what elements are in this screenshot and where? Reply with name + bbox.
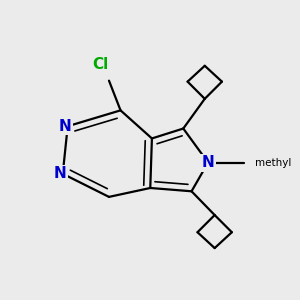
Text: Cl: Cl [93, 57, 109, 72]
Text: N: N [59, 119, 71, 134]
Text: methyl: methyl [255, 158, 291, 167]
Text: N: N [202, 155, 214, 170]
Text: N: N [54, 166, 67, 181]
